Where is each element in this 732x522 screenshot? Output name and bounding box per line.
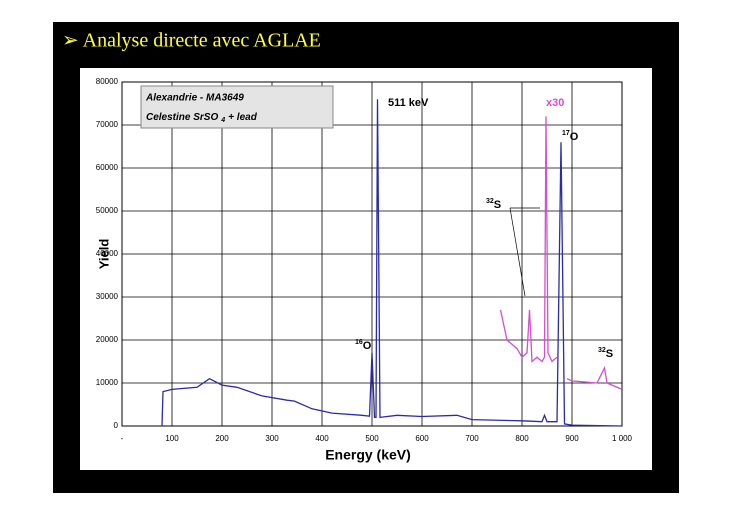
info-line: Celestine SrSO 4 + lead [146,112,258,124]
y-tick-label: 20000 [96,335,119,344]
x-tick-label: 1 000 [612,434,633,443]
y-tick-label: 10000 [96,378,119,387]
x-tick-label: 400 [315,434,329,443]
x-axis-label: Energy (keV) [325,447,411,463]
x-tick-label: 500 [365,434,379,443]
annotation-base: S [606,348,613,360]
x-tick-label: 700 [465,434,479,443]
annotation-sup: 32 [598,347,606,354]
annotation-sup: 16 [355,339,363,346]
annotation-base: O [570,131,579,143]
annotation: 511 keV [388,97,429,109]
y-tick-label: 0 [114,421,119,430]
y-tick-label: 60000 [96,163,119,172]
x-tick-label: 600 [415,434,429,443]
x-tick-label: 900 [565,434,579,443]
leader-line [509,207,526,297]
x-tick-label: 300 [265,434,279,443]
info-box [140,85,334,129]
annotation-sup: 17 [562,130,570,137]
y-tick-label: 30000 [96,292,119,301]
annotation-base: S [494,199,501,211]
annotation: 32S [598,347,613,360]
annotation: x30 [546,97,564,109]
plot-frame [121,81,623,427]
grid [121,81,623,427]
info-text: Celestine SrSO [146,112,218,123]
annotation: 16O [355,339,372,352]
annotation: 32S [486,198,501,211]
x-tick-label: 200 [215,434,229,443]
spectrum-line [161,99,623,427]
slide-title: ➢ Analyse directe avec AGLAE [62,30,321,52]
y-tick-label: 80000 [96,77,119,86]
y-tick-label: 50000 [96,206,119,215]
x-tick-label: 100 [165,434,179,443]
annotation: 17O [562,130,579,143]
annotation-base: O [363,340,372,352]
x-tick-label: 800 [515,434,529,443]
info-text: + lead [228,112,258,123]
annotation-sup: 32 [486,198,494,205]
info-sub: 4 [220,117,225,124]
spectrum-line [499,116,623,390]
y-tick-label: 70000 [96,120,119,129]
info-line: Alexandrie - MA3649 [145,93,244,104]
series-group [161,99,623,427]
x-tick-label: - [121,434,124,443]
y-axis-label: Yield [96,239,111,270]
y-tick-label: 40000 [96,249,119,258]
